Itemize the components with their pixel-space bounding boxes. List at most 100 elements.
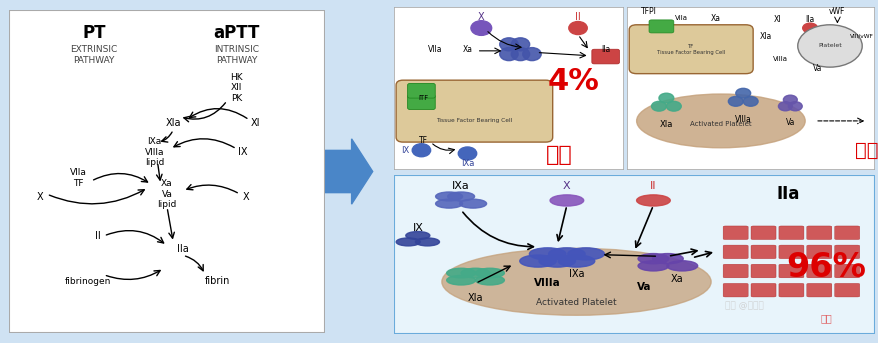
- Text: 扩大: 扩大: [854, 141, 878, 160]
- Text: 知乎 @郑小坛: 知乎 @郑小坛: [724, 301, 763, 310]
- Ellipse shape: [442, 248, 710, 315]
- FancyBboxPatch shape: [723, 245, 747, 259]
- Circle shape: [415, 238, 439, 246]
- Text: EXTRINSIC
PATHWAY: EXTRINSIC PATHWAY: [70, 45, 118, 66]
- Text: 启动: 启动: [545, 145, 572, 165]
- FancyBboxPatch shape: [778, 264, 803, 278]
- FancyBboxPatch shape: [834, 264, 859, 278]
- Circle shape: [461, 268, 489, 278]
- FancyBboxPatch shape: [629, 25, 752, 74]
- Circle shape: [658, 93, 673, 103]
- Text: II: II: [650, 181, 656, 191]
- Text: VIII/vWF: VIII/vWF: [849, 34, 873, 39]
- Circle shape: [735, 88, 750, 98]
- Text: VIIa
TF: VIIa TF: [70, 168, 87, 188]
- Text: INTRINSIC
PATHWAY: INTRINSIC PATHWAY: [214, 45, 259, 66]
- Text: aPTT: aPTT: [213, 24, 260, 42]
- Text: Xa: Xa: [671, 274, 683, 284]
- Text: IX: IX: [412, 223, 423, 233]
- Circle shape: [435, 199, 462, 208]
- Text: TF: TF: [419, 136, 428, 145]
- Circle shape: [529, 248, 565, 260]
- FancyBboxPatch shape: [393, 7, 623, 170]
- Text: XIa: XIa: [759, 32, 771, 41]
- Circle shape: [651, 253, 682, 264]
- Circle shape: [567, 248, 604, 260]
- Text: Va: Va: [812, 64, 821, 73]
- Text: IXa: IXa: [451, 181, 470, 191]
- Circle shape: [782, 95, 796, 104]
- Text: TF
Tissue Factor Bearing Cell: TF Tissue Factor Bearing Cell: [656, 44, 724, 55]
- Text: XI: XI: [774, 15, 781, 24]
- Text: Tissue Factor Bearing Cell: Tissue Factor Bearing Cell: [435, 118, 512, 123]
- Text: X: X: [37, 192, 44, 202]
- Circle shape: [788, 102, 802, 111]
- FancyBboxPatch shape: [393, 175, 874, 334]
- Text: VIIIa: VIIIa: [772, 56, 787, 62]
- Text: Xa: Xa: [462, 45, 472, 54]
- Text: PT: PT: [83, 24, 106, 42]
- FancyBboxPatch shape: [407, 83, 435, 98]
- FancyBboxPatch shape: [806, 226, 831, 239]
- Circle shape: [457, 147, 476, 160]
- Circle shape: [475, 275, 504, 285]
- Text: Xa: Xa: [710, 14, 720, 23]
- FancyBboxPatch shape: [806, 283, 831, 297]
- Text: IXa: IXa: [568, 269, 584, 279]
- FancyBboxPatch shape: [407, 95, 435, 109]
- Text: Activated Platelet: Activated Platelet: [689, 121, 751, 127]
- Text: vWF: vWF: [828, 7, 845, 16]
- Text: IX: IX: [238, 147, 248, 157]
- Text: 96%: 96%: [786, 251, 866, 284]
- FancyBboxPatch shape: [750, 245, 775, 259]
- FancyBboxPatch shape: [778, 283, 803, 297]
- Text: XIa: XIa: [659, 120, 673, 129]
- Circle shape: [666, 102, 680, 111]
- FancyBboxPatch shape: [806, 264, 831, 278]
- Text: IXa: IXa: [460, 159, 473, 168]
- Circle shape: [637, 253, 668, 264]
- FancyBboxPatch shape: [834, 283, 859, 297]
- Circle shape: [435, 192, 462, 201]
- Circle shape: [538, 255, 575, 267]
- FancyBboxPatch shape: [723, 226, 747, 239]
- Circle shape: [446, 268, 475, 278]
- Text: IIa: IIa: [775, 185, 799, 203]
- Text: Xa
Va
lipid: Xa Va lipid: [157, 179, 176, 209]
- Circle shape: [396, 238, 420, 246]
- Circle shape: [778, 102, 791, 111]
- FancyBboxPatch shape: [723, 264, 747, 278]
- Text: fibrin: fibrin: [205, 276, 230, 286]
- Text: XIa: XIa: [165, 118, 181, 128]
- Circle shape: [522, 48, 541, 61]
- Circle shape: [637, 261, 668, 271]
- Text: XIa: XIa: [467, 293, 483, 303]
- Circle shape: [511, 48, 529, 61]
- Text: TFPI: TFPI: [640, 7, 656, 16]
- Circle shape: [550, 195, 583, 206]
- Text: X: X: [478, 12, 484, 22]
- Text: VIIa: VIIa: [428, 45, 442, 54]
- Circle shape: [446, 275, 475, 285]
- Circle shape: [797, 25, 861, 67]
- FancyBboxPatch shape: [834, 245, 859, 259]
- Circle shape: [447, 192, 474, 201]
- Circle shape: [666, 261, 697, 271]
- Text: IIa: IIa: [804, 15, 814, 24]
- Circle shape: [728, 96, 743, 106]
- Text: Va: Va: [785, 118, 794, 127]
- Circle shape: [500, 48, 517, 61]
- Text: ITF: ITF: [418, 95, 428, 101]
- FancyBboxPatch shape: [778, 245, 803, 259]
- Text: IXa
VIIIa
lipid: IXa VIIIa lipid: [145, 137, 164, 167]
- Text: HK
XII
PK: HK XII PK: [230, 73, 242, 103]
- Text: VIIa: VIIa: [674, 15, 687, 21]
- Circle shape: [743, 96, 757, 106]
- Text: 扩堡: 扩堡: [820, 314, 831, 323]
- Text: Activated Platelet: Activated Platelet: [536, 298, 616, 307]
- Text: Va: Va: [636, 282, 651, 292]
- Text: XI: XI: [250, 118, 260, 128]
- FancyBboxPatch shape: [9, 10, 325, 333]
- Circle shape: [636, 195, 670, 206]
- FancyBboxPatch shape: [750, 264, 775, 278]
